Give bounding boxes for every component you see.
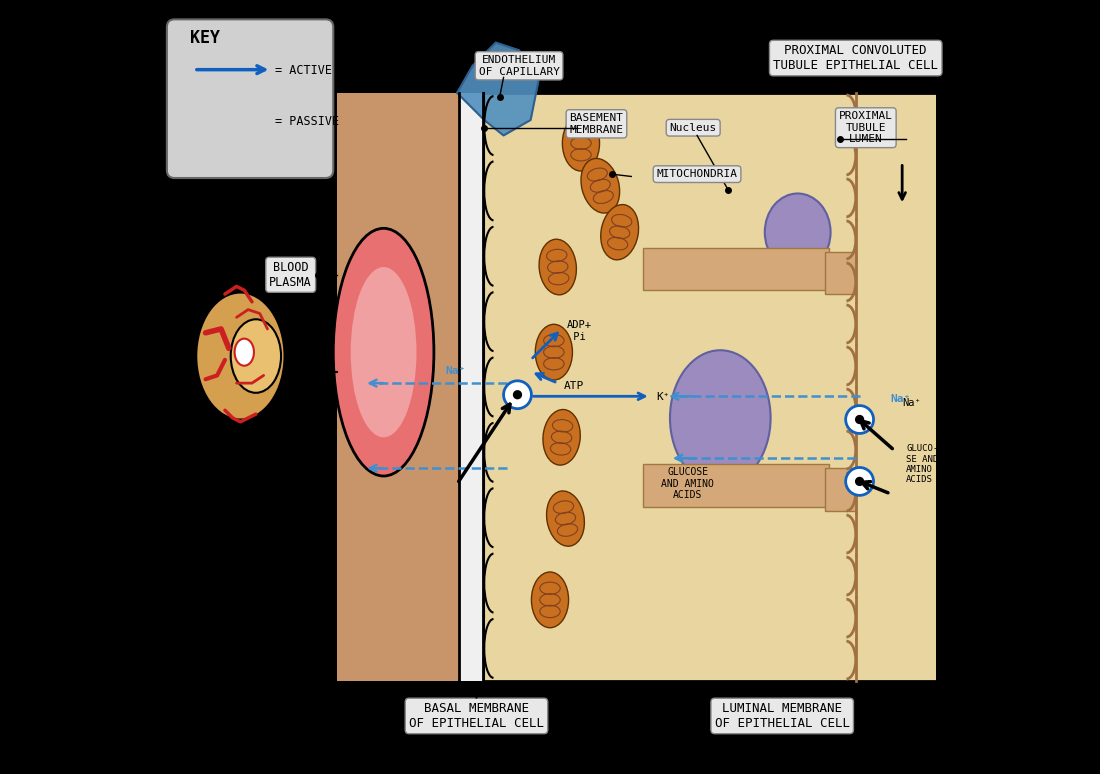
Circle shape bbox=[855, 415, 865, 424]
Bar bbox=[459, 93, 483, 681]
Text: K⁺: K⁺ bbox=[656, 392, 670, 402]
Text: Nucleus: Nucleus bbox=[670, 123, 717, 132]
Circle shape bbox=[846, 467, 873, 495]
Ellipse shape bbox=[333, 228, 433, 476]
Bar bbox=[642, 464, 828, 507]
Text: Na⁺: Na⁺ bbox=[446, 366, 465, 376]
Text: ENDOTHELIUM
OF CAPILLARY: ENDOTHELIUM OF CAPILLARY bbox=[478, 55, 560, 77]
Ellipse shape bbox=[531, 572, 569, 628]
Bar bbox=[825, 252, 856, 294]
Bar bbox=[337, 93, 461, 681]
Ellipse shape bbox=[543, 409, 581, 465]
Text: PROXIMAL CONVOLUTED
TUBULE EPITHELIAL CELL: PROXIMAL CONVOLUTED TUBULE EPITHELIAL CE… bbox=[773, 44, 938, 72]
Ellipse shape bbox=[234, 338, 254, 365]
Text: = ACTIVE: = ACTIVE bbox=[275, 64, 332, 77]
Circle shape bbox=[513, 390, 522, 399]
Text: BLOOD
PLASMA: BLOOD PLASMA bbox=[270, 261, 312, 289]
Text: PROXIMAL
TUBULE
LUMEN: PROXIMAL TUBULE LUMEN bbox=[839, 111, 893, 144]
Ellipse shape bbox=[670, 350, 771, 486]
Text: GLUCOSE
AND AMINO
ACIDS: GLUCOSE AND AMINO ACIDS bbox=[661, 467, 714, 500]
FancyBboxPatch shape bbox=[167, 19, 333, 178]
Text: Na⁺: Na⁺ bbox=[902, 399, 921, 409]
Circle shape bbox=[846, 406, 873, 433]
Ellipse shape bbox=[764, 194, 830, 271]
Text: Na⁺: Na⁺ bbox=[891, 394, 911, 404]
Text: LUMINAL MEMBRANE
OF EPITHELIAL CELL: LUMINAL MEMBRANE OF EPITHELIAL CELL bbox=[715, 702, 849, 730]
Ellipse shape bbox=[231, 319, 280, 392]
Ellipse shape bbox=[539, 239, 576, 295]
Text: MITOCHONDRIA: MITOCHONDRIA bbox=[657, 170, 738, 179]
Circle shape bbox=[855, 477, 865, 486]
Text: GLUCO-
SE AND
AMINO
ACIDS: GLUCO- SE AND AMINO ACIDS bbox=[906, 444, 938, 485]
Text: = PASSIVE: = PASSIVE bbox=[275, 115, 340, 128]
Ellipse shape bbox=[581, 159, 619, 213]
Text: BASAL MEMBRANE
OF EPITHELIAL CELL: BASAL MEMBRANE OF EPITHELIAL CELL bbox=[409, 702, 544, 730]
Text: BASEMENT
MEMBRANE: BASEMENT MEMBRANE bbox=[570, 113, 624, 135]
Ellipse shape bbox=[547, 491, 584, 546]
Bar bbox=[825, 468, 856, 511]
Ellipse shape bbox=[536, 324, 572, 380]
Text: KEY: KEY bbox=[190, 29, 220, 46]
Ellipse shape bbox=[196, 292, 285, 420]
Ellipse shape bbox=[601, 204, 639, 260]
Text: ADP+
 Pi: ADP+ Pi bbox=[566, 320, 592, 342]
Text: ATP: ATP bbox=[564, 382, 584, 392]
Bar bbox=[337, 93, 937, 681]
Circle shape bbox=[504, 381, 531, 409]
Polygon shape bbox=[458, 43, 538, 135]
Ellipse shape bbox=[562, 115, 600, 171]
Bar bbox=[642, 248, 828, 290]
Ellipse shape bbox=[351, 267, 417, 437]
